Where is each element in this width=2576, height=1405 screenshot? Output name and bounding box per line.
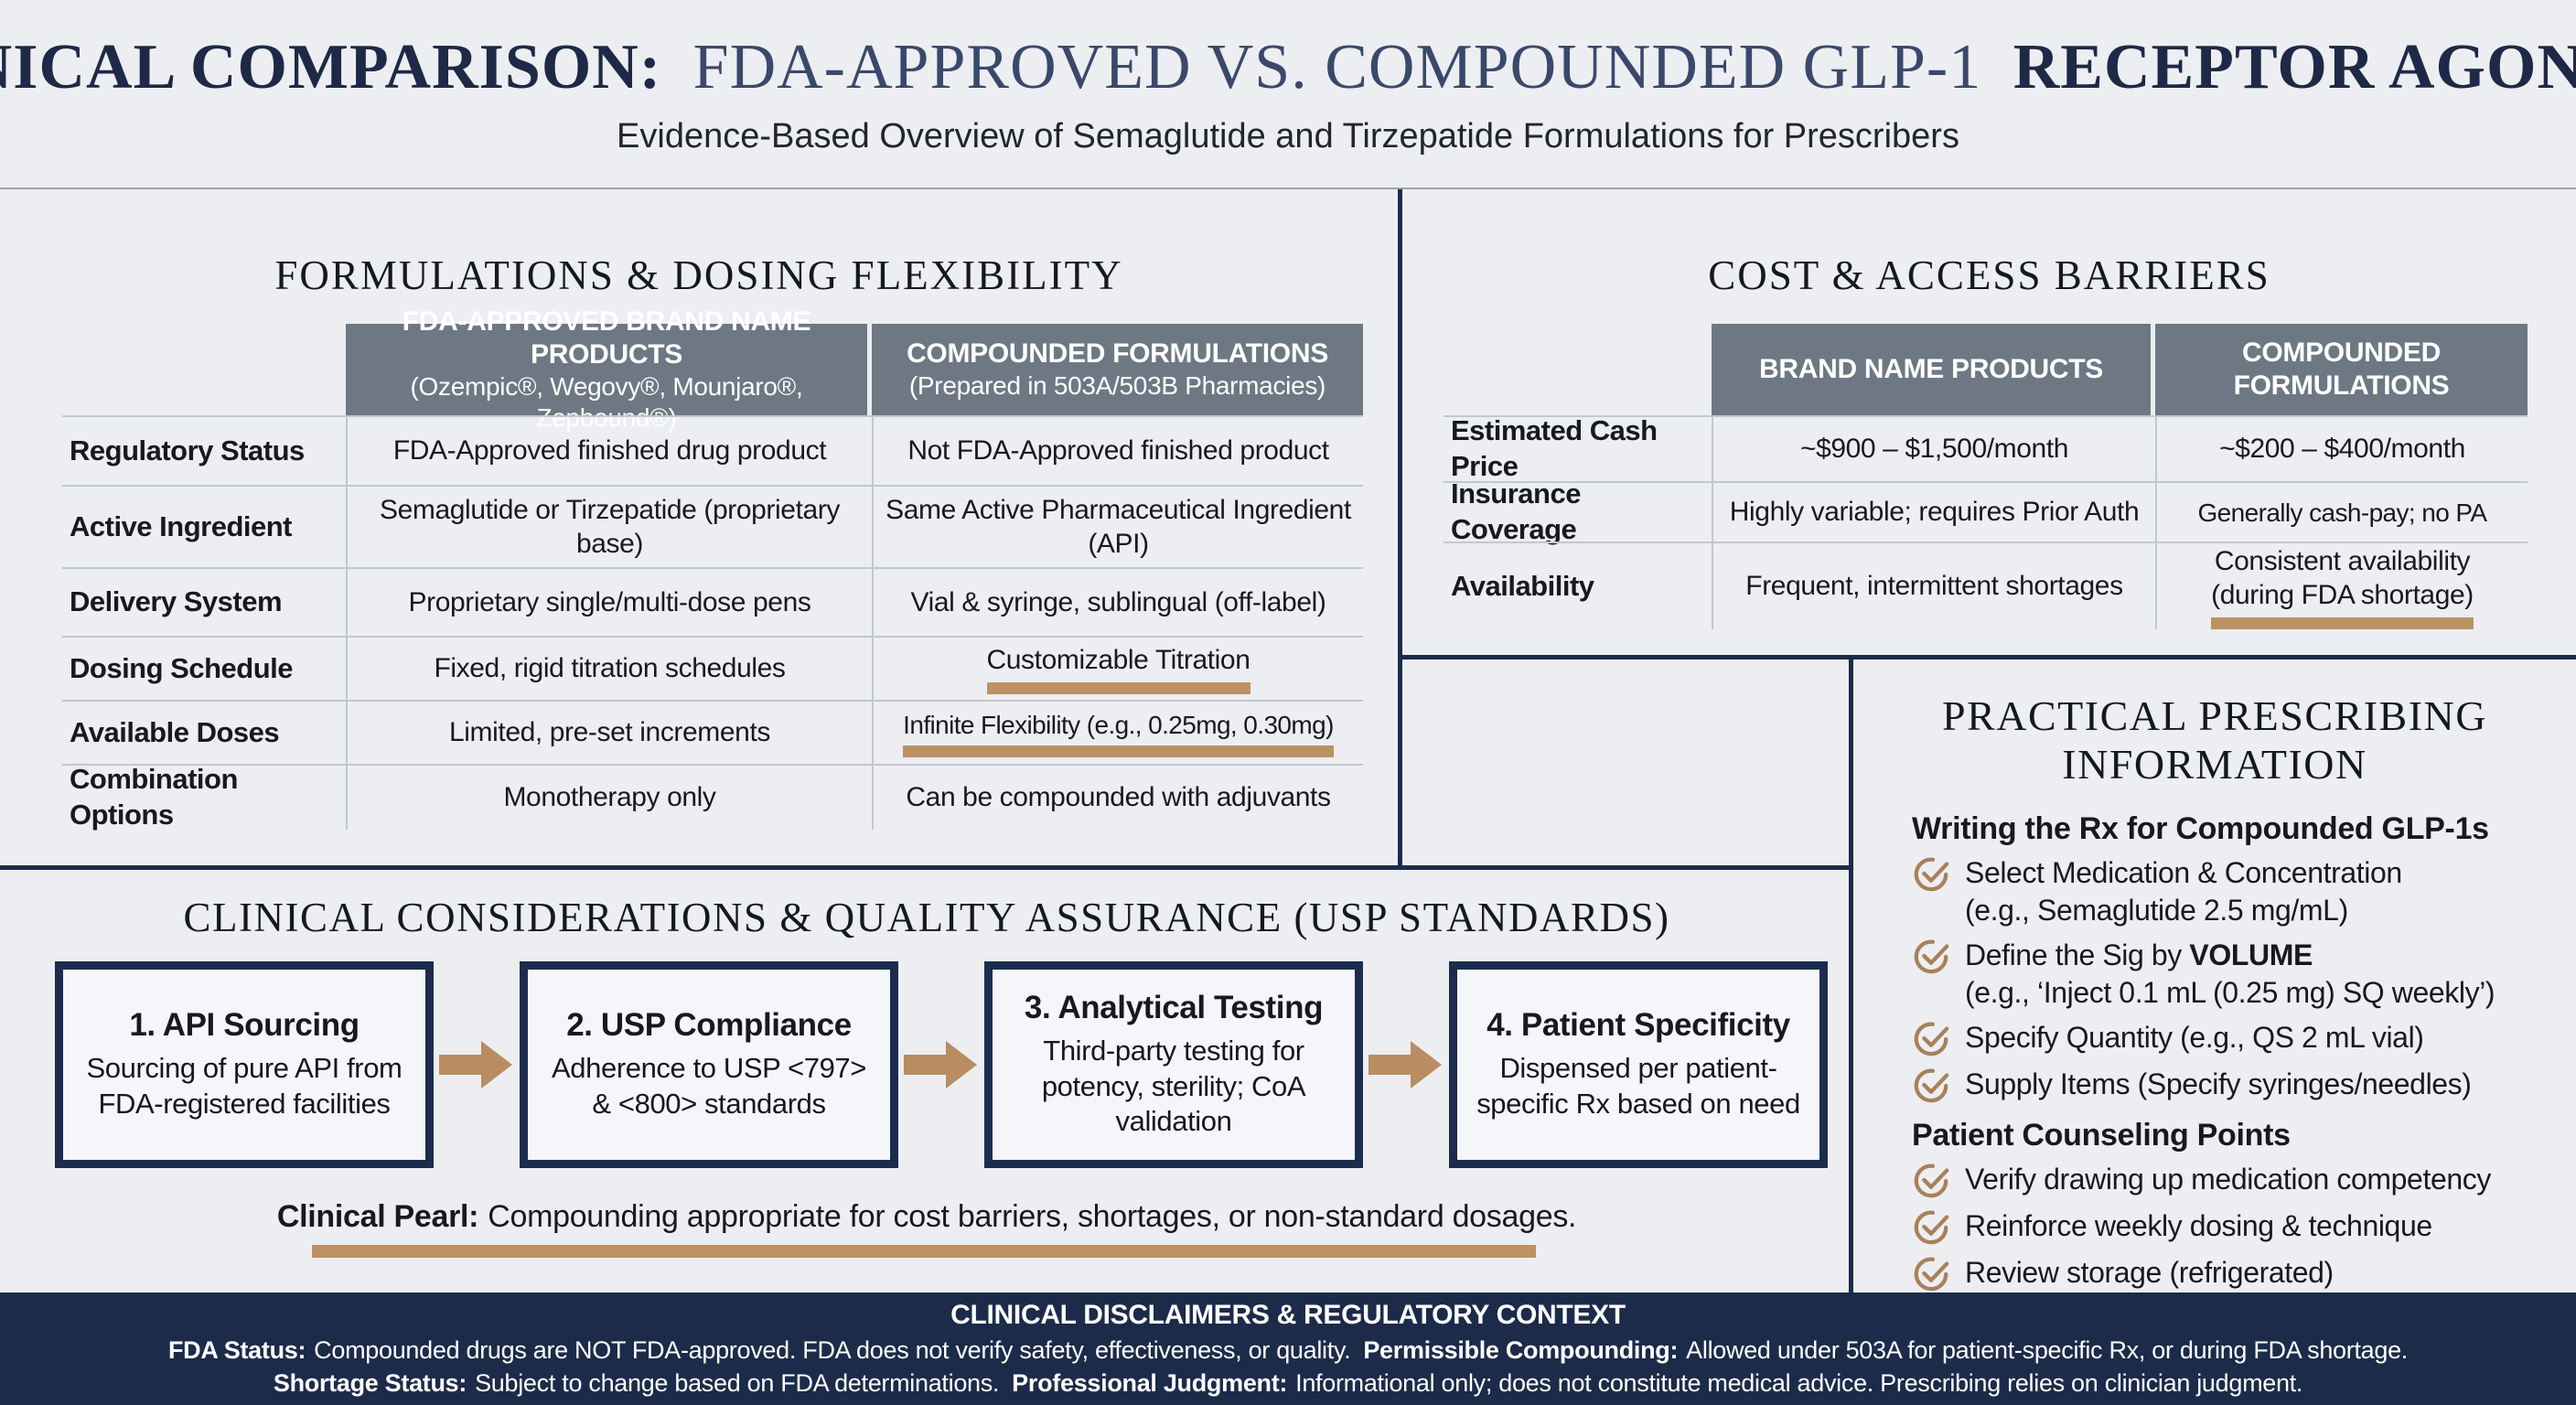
compounded-cell: Can be compounded with adjuvants — [872, 764, 1363, 830]
check-icon — [1914, 1210, 1949, 1244]
brand-cell: Fixed, rigid titration schedules — [346, 636, 872, 700]
empty-corner-cell — [62, 324, 346, 415]
brand-cell: Highly variable; requires Prior Auth — [1712, 481, 2155, 542]
formulations-title: FORMULATIONS & DOSING FLEXIBILITY — [274, 252, 1123, 298]
row-label: Insurance Coverage — [1444, 477, 1712, 545]
column-header-compounded: COMPOUNDED FORMULATIONS (Prepared in 503… — [872, 324, 1363, 415]
header-divider — [0, 188, 2576, 189]
row-label: Combination Options — [62, 763, 346, 831]
page-title-part2: FDA-APPROVED VS. COMPOUNDED GLP-1 — [692, 32, 1982, 102]
compounded-cell-highlighted: Customizable Titration — [872, 636, 1363, 700]
arrow-right-icon — [904, 1041, 977, 1089]
compounded-cell: Not FDA-Approved finished product — [872, 415, 1363, 485]
compounded-cell: Same Active Pharmaceutical Ingredient (A… — [872, 485, 1363, 567]
row-label: Delivery System — [62, 567, 346, 636]
brand-cell: Frequent, intermittent shortages — [1712, 542, 2155, 629]
page-subtitle: Evidence-Based Overview of Semaglutide a… — [617, 117, 1959, 156]
divider — [1849, 655, 1853, 1292]
divider — [1398, 189, 1402, 870]
check-icon — [1914, 939, 1949, 973]
process-flow: 1. API Sourcing Sourcing of pure API fro… — [55, 961, 1828, 1168]
brand-cell: Limited, pre-set increments — [346, 700, 872, 764]
disclaimer-line-2: Shortage Status: Subject to change based … — [273, 1369, 2303, 1398]
accent-underlined-text: (during FDA shortage) — [2211, 578, 2474, 629]
cost-table: BRAND NAME PRODUCTS COMPOUNDED FORMULATI… — [1444, 324, 2528, 629]
disclaimer-footer: CLINICAL DISCLAIMERS & REGULATORY CONTEX… — [0, 1292, 2576, 1405]
row-label: Active Ingredient — [62, 485, 346, 567]
row-label: Availability — [1444, 542, 1712, 629]
brand-cell: Monotherapy only — [346, 764, 872, 830]
brand-cell: Semaglutide or Tirzepatide (proprietary … — [346, 485, 872, 567]
brand-cell: ~$900 – $1,500/month — [1712, 415, 2155, 481]
disclaimer-heading: CLINICAL DISCLAIMERS & REGULATORY CONTEX… — [950, 1300, 1626, 1330]
cost-title: COST & ACCESS BARRIERS — [1708, 252, 2270, 298]
page-title-part3: RECEPTOR AGONISTS — [2012, 32, 2576, 102]
check-icon — [1914, 1257, 1949, 1291]
formulations-table: FDA-APPROVED BRAND NAME PRODUCTS (Ozempi… — [62, 306, 1363, 831]
divider — [0, 865, 1853, 870]
accent-underline-bar — [312, 1245, 1536, 1258]
quality-title: CLINICAL CONSIDERATIONS & QUALITY ASSURA… — [183, 895, 1670, 940]
list-item: Define the Sig by VOLUME (e.g., ‘Inject … — [1912, 937, 2576, 1012]
empty-corner-cell — [1444, 324, 1712, 415]
accent-underlined-text: Infinite Flexibility (e.g., 0.25mg, 0.30… — [903, 709, 1334, 757]
process-step-4: 4. Patient Specificity Dispensed per pat… — [1449, 961, 1828, 1168]
check-icon — [1914, 1164, 1949, 1197]
accent-underlined-text: Customizable Titration — [986, 643, 1250, 694]
column-header-brand: FDA-APPROVED BRAND NAME PRODUCTS (Ozempi… — [346, 306, 872, 432]
counseling-heading: Patient Counseling Points — [1912, 1117, 2291, 1153]
compounded-cell: Generally cash-pay; no PA — [2155, 481, 2528, 542]
clinical-pearl-label: Clinical Pearl: — [276, 1199, 479, 1234]
process-step-1: 1. API Sourcing Sourcing of pure API fro… — [55, 961, 434, 1168]
check-icon — [1914, 857, 1949, 892]
column-header-compounded: COMPOUNDED FORMULATIONS — [2155, 324, 2528, 415]
prescribing-panel: PRACTICAL PRESCRIBING INFORMATION Writin… — [1853, 660, 2576, 1293]
list-item: Select Medication & Concentration (e.g.,… — [1912, 854, 2576, 929]
column-header-brand: BRAND NAME PRODUCTS — [1712, 324, 2155, 415]
list-item: Reinforce weekly dosing & technique — [1912, 1207, 2576, 1247]
quality-panel: CLINICAL CONSIDERATIONS & QUALITY ASSURA… — [0, 870, 1853, 1290]
rx-heading: Writing the Rx for Compounded GLP-1s — [1912, 810, 2489, 846]
divider — [1398, 655, 2576, 660]
header: CLINICAL COMPARISON: FDA-APPROVED VS. CO… — [0, 0, 2576, 188]
arrow-right-icon — [439, 1041, 512, 1089]
list-item: Review storage (refrigerated) — [1912, 1254, 2576, 1293]
row-label: Available Doses — [62, 700, 346, 764]
clinical-pearl: Clinical Pearl: Compounding appropriate f… — [0, 1199, 1853, 1235]
disclaimer-line-1: FDA Status: Compounded drugs are NOT FDA-… — [167, 1336, 2409, 1364]
brand-cell: FDA-Approved finished drug product — [346, 415, 872, 485]
compounded-cell-highlighted: Consistent availability (during FDA shor… — [2155, 542, 2528, 629]
clinical-pearl-text: Compounding appropriate for cost barrier… — [488, 1199, 1577, 1234]
cost-panel: COST & ACCESS BARRIERS BRAND NAME PRODUC… — [1402, 189, 2576, 655]
compounded-cell: Vial & syringe, sublingual (off-label) — [872, 567, 1363, 636]
arrow-right-icon — [1368, 1041, 1442, 1089]
page-title: CLINICAL COMPARISON: FDA-APPROVED VS. CO… — [0, 31, 2576, 104]
list-item: Verify drawing up medication competency — [1912, 1161, 2576, 1200]
process-step-3: 3. Analytical Testing Third-party testin… — [984, 961, 1363, 1168]
row-label: Regulatory Status — [62, 415, 346, 485]
formulations-panel: FORMULATIONS & DOSING FLEXIBILITY FDA-AP… — [0, 189, 1398, 865]
page-title-part1: CLINICAL COMPARISON: — [0, 32, 662, 102]
row-label: Dosing Schedule — [62, 636, 346, 700]
prescribing-body: Writing the Rx for Compounded GLP-1s Sel… — [1912, 811, 2576, 1293]
availability-line1: Consistent availability — [2214, 545, 2471, 576]
compounded-cell: ~$200 – $400/month — [2155, 415, 2528, 481]
prescribing-title: PRACTICAL PRESCRIBING INFORMATION — [1942, 692, 2487, 788]
row-label: Estimated Cash Price — [1444, 414, 1712, 482]
check-icon — [1914, 1068, 1949, 1102]
brand-cell: Proprietary single/multi-dose pens — [346, 567, 872, 636]
compounded-cell-highlighted: Infinite Flexibility (e.g., 0.25mg, 0.30… — [872, 700, 1363, 764]
list-item: Specify Quantity (e.g., QS 2 mL vial) — [1912, 1019, 2576, 1058]
check-icon — [1914, 1022, 1949, 1056]
process-step-2: 2. USP Compliance Adherence to USP <797>… — [520, 961, 898, 1168]
list-item: Supply Items (Specify syringes/needles) — [1912, 1066, 2576, 1105]
